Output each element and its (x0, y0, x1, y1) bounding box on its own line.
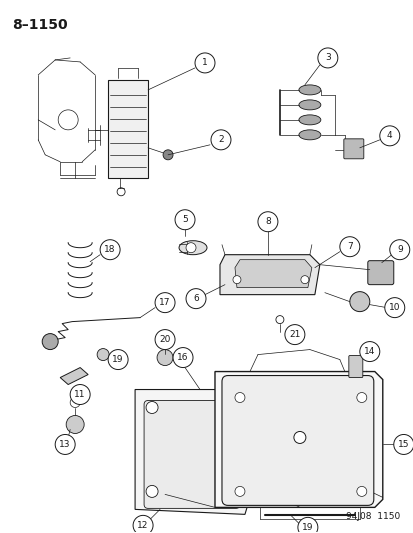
Ellipse shape (298, 100, 320, 110)
Circle shape (223, 401, 235, 414)
Circle shape (117, 188, 125, 196)
Ellipse shape (298, 130, 320, 140)
Text: 4: 4 (386, 131, 392, 140)
Circle shape (133, 515, 153, 533)
Circle shape (235, 392, 244, 402)
Circle shape (157, 350, 173, 366)
Circle shape (223, 486, 235, 497)
Ellipse shape (298, 85, 320, 95)
Text: 19: 19 (301, 523, 313, 532)
Polygon shape (135, 390, 247, 514)
Circle shape (300, 276, 308, 284)
Text: 14: 14 (363, 347, 375, 356)
Circle shape (155, 293, 175, 313)
Circle shape (146, 401, 158, 414)
Circle shape (389, 240, 409, 260)
Circle shape (284, 325, 304, 344)
Polygon shape (214, 372, 382, 507)
FancyBboxPatch shape (367, 261, 393, 285)
Text: 6: 6 (193, 294, 198, 303)
Text: 21: 21 (289, 330, 300, 339)
Circle shape (275, 316, 283, 324)
Text: 94J08  1150: 94J08 1150 (345, 512, 399, 521)
Circle shape (356, 392, 366, 402)
Circle shape (55, 434, 75, 455)
Ellipse shape (298, 115, 320, 125)
Text: 2: 2 (218, 135, 223, 144)
Circle shape (293, 432, 305, 443)
Circle shape (233, 276, 240, 284)
Polygon shape (108, 80, 148, 178)
Polygon shape (235, 260, 311, 288)
Text: 1: 1 (202, 59, 207, 67)
Circle shape (42, 334, 58, 350)
Circle shape (235, 487, 244, 496)
Circle shape (155, 329, 175, 350)
Circle shape (384, 297, 404, 318)
Text: 3: 3 (324, 53, 330, 62)
Circle shape (349, 292, 369, 312)
Text: 20: 20 (159, 335, 170, 344)
Circle shape (185, 289, 206, 309)
Circle shape (97, 349, 109, 360)
Text: 8–1150: 8–1150 (12, 18, 68, 32)
Circle shape (297, 518, 317, 533)
Circle shape (108, 350, 128, 369)
FancyBboxPatch shape (221, 376, 373, 505)
Text: 15: 15 (397, 440, 408, 449)
Text: 11: 11 (74, 390, 85, 399)
Circle shape (379, 126, 399, 146)
Circle shape (393, 434, 413, 455)
Circle shape (175, 210, 195, 230)
FancyBboxPatch shape (348, 356, 362, 377)
Circle shape (339, 237, 359, 257)
Circle shape (356, 487, 366, 496)
Circle shape (146, 486, 158, 497)
Circle shape (100, 240, 120, 260)
Text: 5: 5 (182, 215, 188, 224)
FancyBboxPatch shape (343, 139, 363, 159)
Circle shape (66, 416, 84, 433)
Text: 10: 10 (388, 303, 399, 312)
Text: 17: 17 (159, 298, 171, 307)
Circle shape (185, 243, 195, 253)
FancyBboxPatch shape (144, 400, 240, 508)
Circle shape (257, 212, 277, 232)
Circle shape (359, 342, 379, 361)
Circle shape (195, 53, 214, 73)
Circle shape (173, 348, 192, 368)
Text: 9: 9 (396, 245, 402, 254)
Polygon shape (60, 368, 88, 384)
Text: 8: 8 (264, 217, 270, 226)
Text: 13: 13 (59, 440, 71, 449)
Ellipse shape (178, 241, 206, 255)
Text: 18: 18 (104, 245, 116, 254)
Text: 19: 19 (112, 355, 123, 364)
Polygon shape (219, 255, 319, 295)
Circle shape (70, 398, 80, 408)
Text: 16: 16 (177, 353, 188, 362)
Text: 12: 12 (137, 521, 148, 530)
Circle shape (163, 150, 173, 160)
Text: 7: 7 (346, 242, 352, 251)
Circle shape (211, 130, 230, 150)
Circle shape (70, 384, 90, 405)
Circle shape (317, 48, 337, 68)
